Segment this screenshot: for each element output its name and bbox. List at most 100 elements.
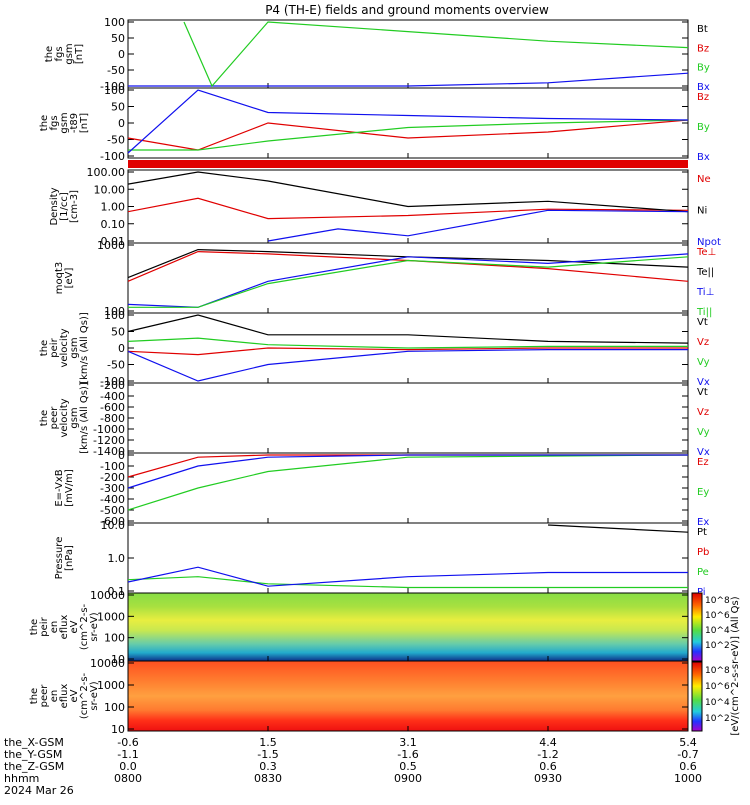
ylabel-line: [km/s (All Qs)] [79, 382, 90, 454]
ylabel-line: en [49, 690, 60, 703]
ytick-label: 0 [118, 48, 125, 61]
xaxis-value: 0830 [254, 772, 282, 785]
legend-Vy: Vy [697, 427, 710, 438]
ytick-label: 0 [118, 342, 125, 355]
ylabel-line: [km/s (All Qs)] [79, 312, 90, 384]
series-Pe [127, 576, 688, 589]
ytick-label: 0.01 [101, 235, 126, 248]
panel-frame [127, 452, 689, 524]
ylabel-line: peer [49, 406, 60, 430]
series-By [183, 21, 689, 88]
ylabel: Density [1/cc] [cm-3] [49, 187, 80, 225]
xaxis-value: -1.2 [537, 748, 558, 761]
ylabel-line: eV [69, 620, 80, 633]
xaxis-value: 0800 [114, 772, 142, 785]
ytick-label: 100 [104, 632, 125, 645]
ytick-label: 50 [111, 326, 125, 339]
ylabel-line: [1/cc] [59, 192, 70, 221]
xaxis-value: 1000 [674, 772, 702, 785]
xaxis-value: 0.6 [679, 760, 697, 773]
colorbar-ion [691, 592, 703, 662]
legend-Bz: Bz [697, 43, 709, 54]
ytick-label: 10000 [90, 657, 125, 670]
ylabel-line: Pressure [54, 537, 65, 580]
ytick-label: 1000 [97, 239, 125, 252]
panel-efield: 0-100-200-300-400-500-600 E=-VxB [mV/m] Ez E… [54, 449, 709, 528]
legend-Pb: Pb [697, 547, 709, 558]
ytick-label: 10.00 [94, 183, 126, 196]
ylabel: moqt3 [eV] [54, 262, 75, 295]
series-Vt [127, 314, 689, 344]
panel-peir-vel: 100 50 0 -50 -100 the peir velocity gsm [km/s (Al… [39, 309, 710, 388]
ylabel-line: the [29, 688, 40, 704]
xaxis-row-label: the_Z-GSM [4, 760, 64, 773]
plot-title: P4 (TH-E) fields and ground moments over… [265, 3, 549, 17]
ytick-label: -200 [100, 379, 125, 392]
ytick-label: 50 [111, 32, 125, 45]
ylabel-line: gsm [59, 112, 70, 133]
data-lines [127, 21, 689, 589]
colorbar-tick: 10^6 [705, 611, 730, 621]
panel-peir-spec: 10000 1000 100 10 the peir en eflux eV (cm^2-s-sr… [29, 589, 689, 666]
ylabel-line: [cm-3] [69, 190, 80, 223]
ytick-label: -600 [100, 401, 125, 414]
ytick-label: -1000 [93, 423, 125, 436]
ylabel-line: the [39, 410, 50, 426]
ylabel: the fgs gsm [nT] [44, 43, 85, 64]
ylabel-line: moqt3 [54, 262, 65, 295]
legend-Te||: Te|| [696, 267, 714, 278]
ylabel-line: -t89 [69, 113, 80, 133]
ytick-label: 10000 [90, 589, 125, 602]
legend-Vy: Vy [697, 357, 710, 368]
ylabel-line: fgs [49, 115, 60, 130]
series-Vy [127, 337, 688, 349]
xaxis-row-label: the_X-GSM [4, 736, 64, 749]
legend-Ti||: Ti|| [696, 307, 712, 318]
ylabel-line: velocity [59, 328, 70, 367]
legend-Ez: Ez [697, 457, 709, 468]
colorbar-tick: 10^2 [705, 641, 730, 651]
panel-frame [127, 19, 689, 89]
panel-frame [127, 522, 689, 594]
legend-Te⊥: Te⊥ [696, 247, 716, 258]
ytick-label: -100 [100, 375, 125, 388]
ylabel: Pressure [nPa] [54, 537, 75, 580]
xaxis-value: -1.6 [397, 748, 418, 761]
ylabel-line: en [49, 621, 60, 634]
legend-Bt: Bt [697, 24, 708, 35]
legend-By: By [697, 122, 710, 133]
ytick-label: -50 [107, 359, 125, 372]
ylabel: the fgs gsm -t89 [nT] [39, 112, 90, 133]
series-Ti|| [128, 256, 689, 308]
xaxis-row-label: the_Y-GSM [4, 748, 62, 761]
xaxis-value: 4.4 [539, 736, 557, 749]
legend-Pt: Pt [697, 527, 707, 538]
series-Ne [127, 197, 689, 220]
legend-Bx: Bx [697, 82, 710, 93]
panel-frame [127, 382, 689, 454]
ylabel-line: [nT] [74, 44, 85, 64]
ylabel-line: (cm^2-s- [79, 603, 90, 650]
colorbar: 10^8 10^6 10^4 10^2 10^8 10^6 10^4 10^2 [eV/(cm^… [691, 592, 741, 736]
xaxis-value: 1.5 [259, 736, 277, 749]
ylabel-line: the [29, 619, 40, 635]
colorbar-label: [eV/(cm^2-s-sr-eV)] (All Qs) [730, 596, 741, 735]
ylabel-line: sr-eV) [89, 612, 100, 641]
ylabel-line: (cm^2-s- [79, 672, 90, 719]
ytick-label: -100 [100, 80, 125, 93]
series-Vx [127, 349, 688, 382]
ytick-label: -400 [100, 390, 125, 403]
series-Bx [128, 72, 689, 87]
ylabel-line: sr-eV) [89, 681, 100, 710]
ytick-label: -800 [100, 412, 125, 425]
ylabel-line: peir [39, 616, 50, 636]
xaxis-value: 0900 [394, 772, 422, 785]
ytick-label: 100 [104, 701, 125, 714]
legend-Npot: Npot [697, 237, 721, 248]
legend-Pe: Pe [697, 567, 709, 578]
ytick-label: 50 [111, 101, 125, 114]
series-Ni [127, 171, 689, 213]
colorbar-tick: 10^4 [705, 698, 730, 708]
